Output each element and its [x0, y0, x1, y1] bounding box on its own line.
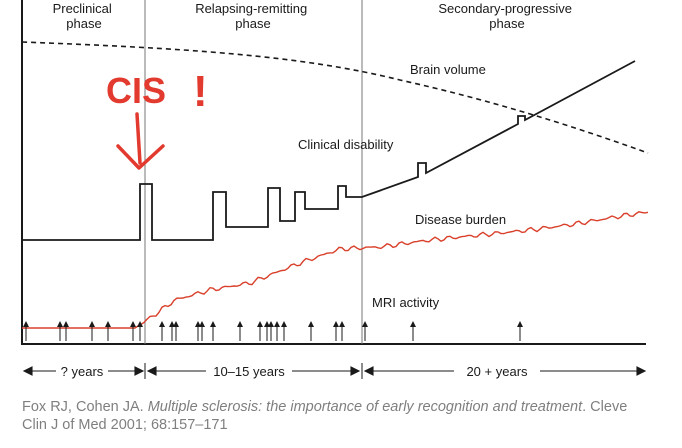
mri-arrow-head: [105, 321, 111, 327]
phase-label-preclinical: Preclinical phase: [53, 1, 116, 31]
phase-label-relapsing-remitting: Relapsing-remitting phase: [195, 1, 311, 31]
mri-activity-label: MRI activity: [372, 295, 440, 310]
clinical-disability-curve: [22, 60, 636, 241]
citation-title: Multiple sclerosis: the importance of ea…: [147, 399, 583, 415]
mri-arrow-head: [89, 321, 95, 327]
brain-volume-label: Brain volume: [410, 62, 486, 77]
mri-arrow-head: [339, 321, 345, 327]
mri-arrow-head: [410, 321, 416, 327]
mri-arrow-head: [274, 321, 280, 327]
mri-arrow-head: [169, 321, 175, 327]
mri-arrow-head: [63, 321, 69, 327]
citation: Fox RJ, Cohen JA. Multiple sclerosis: th…: [22, 398, 642, 434]
mri-arrow-head: [333, 321, 339, 327]
mri-arrow-head: [268, 321, 274, 327]
mri-arrow-head: [195, 321, 201, 327]
mri-arrow-head: [159, 321, 165, 327]
mri-arrow-head: [23, 321, 29, 327]
duration-label-relapsing: 10–15 years: [213, 364, 285, 379]
mri-arrow-head: [237, 321, 243, 327]
mri-arrow-head: [199, 321, 205, 327]
mri-arrow-head: [130, 321, 136, 327]
cis-label: CIS: [106, 70, 166, 111]
mri-arrow-head: [281, 321, 287, 327]
clinical-disability-label: Clinical disability: [298, 137, 394, 152]
cis-exclamation: !: [193, 67, 208, 116]
mri-arrow-head: [308, 321, 314, 327]
duration-arrows: [22, 366, 647, 376]
cis-arrow: [116, 112, 165, 170]
mri-arrow-head: [57, 321, 63, 327]
mri-arrow-head: [517, 321, 523, 327]
disease-burden-curve: [22, 211, 649, 329]
phase-label-secondary-progressive: Secondary-progressive phase: [438, 1, 575, 31]
mri-arrow-head: [362, 321, 368, 327]
duration-label-secondary: 20 + years: [466, 364, 528, 379]
mri-arrow-head: [173, 321, 179, 327]
mri-arrow-head: [257, 321, 263, 327]
mri-activity-arrows: [23, 321, 523, 341]
mri-arrow-head: [137, 321, 143, 327]
duration-label-preclinical: ? years: [61, 364, 104, 379]
citation-source: . Cleve Clin J of Med 2001; 68:157–171: [22, 399, 628, 433]
mri-arrow-head: [210, 321, 216, 327]
brain-volume-curve: [21, 41, 649, 154]
mri-arrow-head: [264, 321, 270, 327]
citation-authors: Fox RJ, Cohen JA.: [22, 399, 144, 415]
disease-burden-label: Disease burden: [415, 212, 506, 227]
